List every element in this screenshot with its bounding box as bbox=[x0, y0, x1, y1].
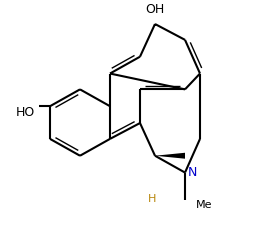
Text: H: H bbox=[148, 194, 156, 204]
Text: HO: HO bbox=[16, 106, 35, 119]
Text: N: N bbox=[188, 166, 197, 179]
Polygon shape bbox=[155, 153, 185, 159]
Text: Me: Me bbox=[196, 200, 213, 210]
Text: OH: OH bbox=[145, 3, 165, 16]
